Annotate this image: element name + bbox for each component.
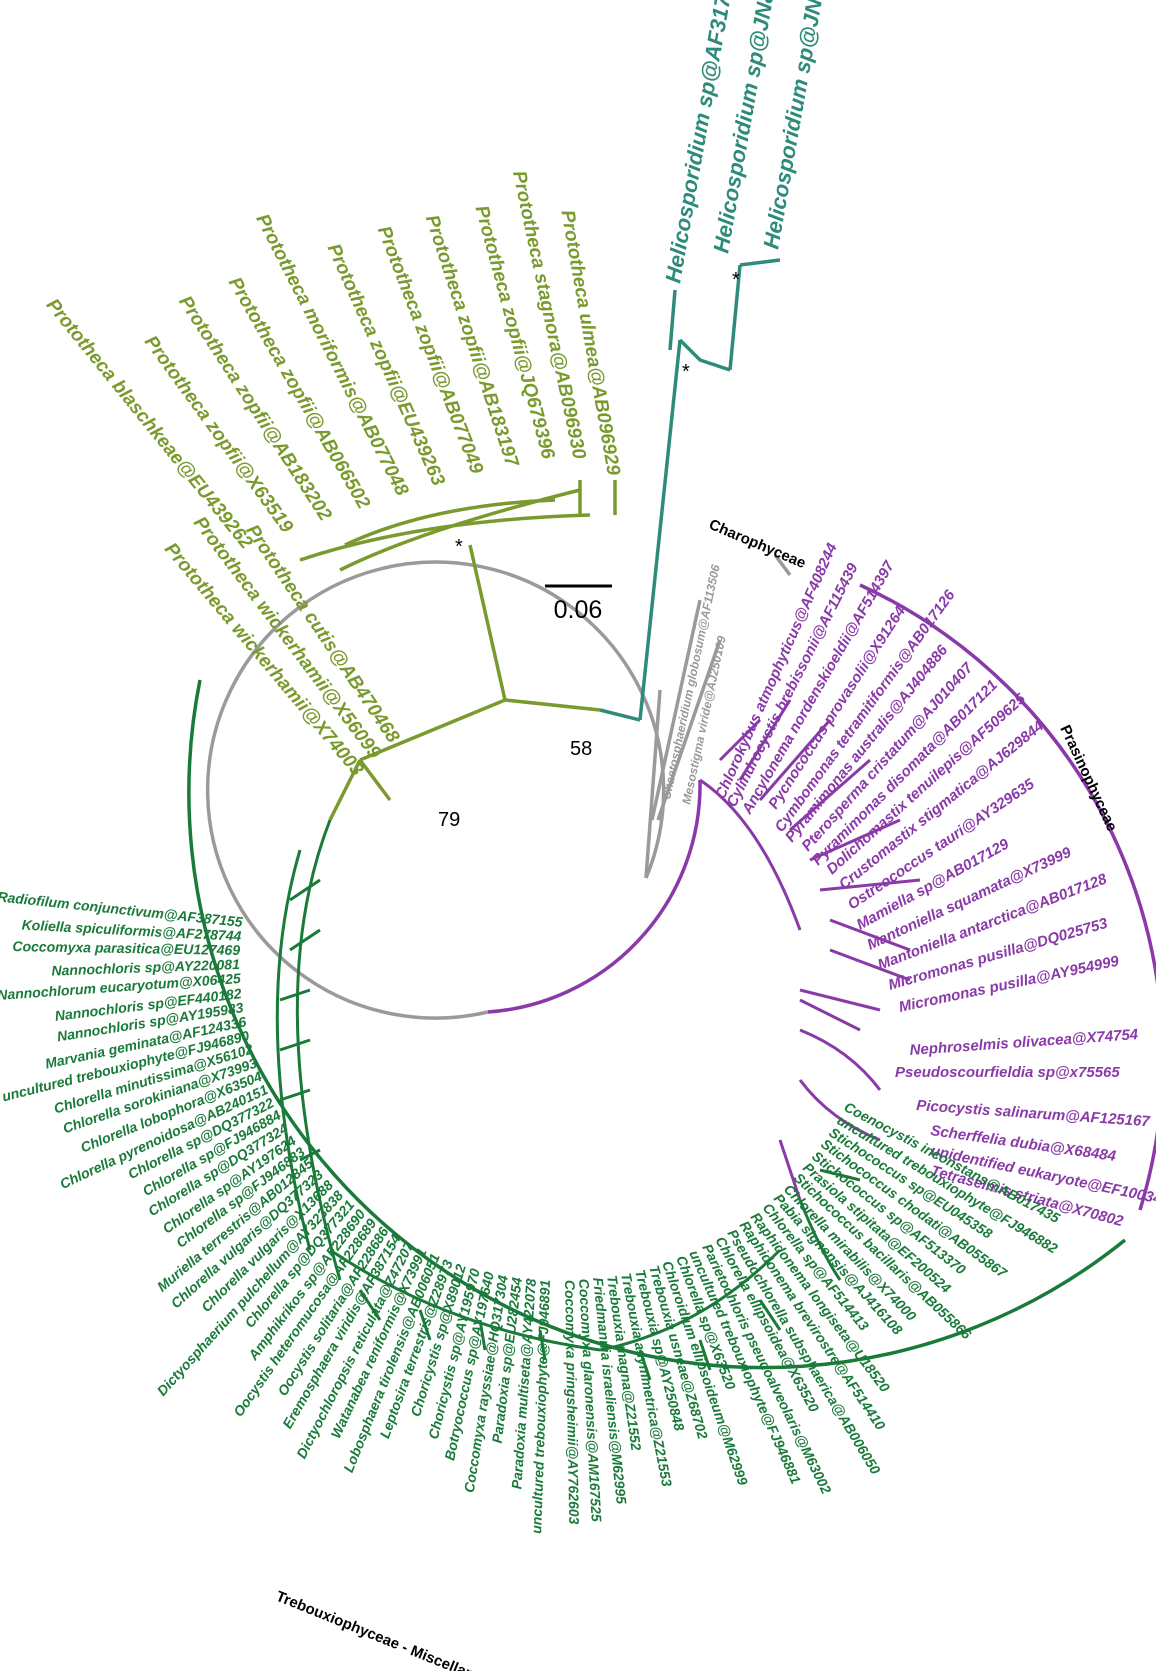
charophyte-stem (644, 689, 662, 879)
charophyte-branch-2 (656, 639, 722, 821)
helico-sub-2 (728, 264, 742, 371)
helico-sub-1 (668, 289, 677, 351)
support-value: * (682, 361, 690, 383)
prasinophyceae-labels: Chlorokybus atmophyticus@AF408244Cylindr… (712, 540, 1156, 1230)
prototheca-pair (578, 480, 617, 515)
helico-sub-3 (739, 258, 781, 267)
clade-arcs (187, 553, 1156, 1370)
taxon-label: Nephroselmis olivacea@X74754 (909, 1026, 1139, 1059)
prasino-branches (699, 699, 921, 1201)
taxon-label: Coccomyxa parasitica@EU127469 (12, 938, 240, 958)
clade-title-prasinophyceae: Prasinophyceae (1056, 723, 1120, 834)
trebouxiophyceae-arc (187, 679, 1127, 1370)
clade-title-trebouxiophyceae: Trebouxiophyceae - Miscellaneous (274, 1588, 510, 1671)
prototheca-stem (504, 698, 601, 712)
support-value: 58 (570, 738, 592, 760)
prasinophyceae-arc (859, 583, 1156, 1211)
taxon-label: Micromonas pusilla@AY954999 (897, 952, 1121, 1015)
prototheca-lower-stem (359, 698, 506, 762)
support-value: * (455, 536, 463, 558)
root-arc-purple (487, 779, 702, 1014)
scale-bar-label: 0.06 (554, 596, 603, 624)
prototheca-helico-branches (299, 258, 781, 821)
clade-title-charophyceae: Charophyceae (706, 516, 808, 572)
prototheca-upper-arc (299, 513, 591, 562)
taxon-label: Pseudoscourfieldia sp@x75565 (895, 1064, 1120, 1081)
support-value: * (732, 269, 740, 291)
support-value: 79 (438, 809, 460, 831)
charophyte-branch-1 (650, 599, 702, 821)
helico-main-stem (638, 339, 682, 721)
scale-bar: 0.06 (545, 584, 612, 624)
prototheca-upper-stem (468, 544, 507, 701)
root-arc-grey (205, 560, 666, 1020)
prototheca-lower-sub (328, 758, 392, 821)
helico-join (599, 708, 641, 722)
taxon-label: Nannochloris sp@AY220081 (51, 956, 240, 979)
taxon-label: Coccomyxa pringsheimii@AY762603 (562, 1280, 582, 1525)
support-values: * * * 58 79 (438, 269, 740, 831)
helico-arc (678, 338, 731, 372)
helicosporidium-labels: Helicosporidium sp@AF317893Helicosporidi… (660, 0, 840, 285)
charophyceae-labels: Chaetosphaeridium globosum@AF113506Mesos… (659, 563, 728, 806)
charophyceae-tick (773, 553, 792, 577)
prototheca-upper-sub2 (344, 498, 556, 547)
tree-backbone (205, 560, 722, 1020)
trebouxio-branches (275, 819, 861, 1381)
